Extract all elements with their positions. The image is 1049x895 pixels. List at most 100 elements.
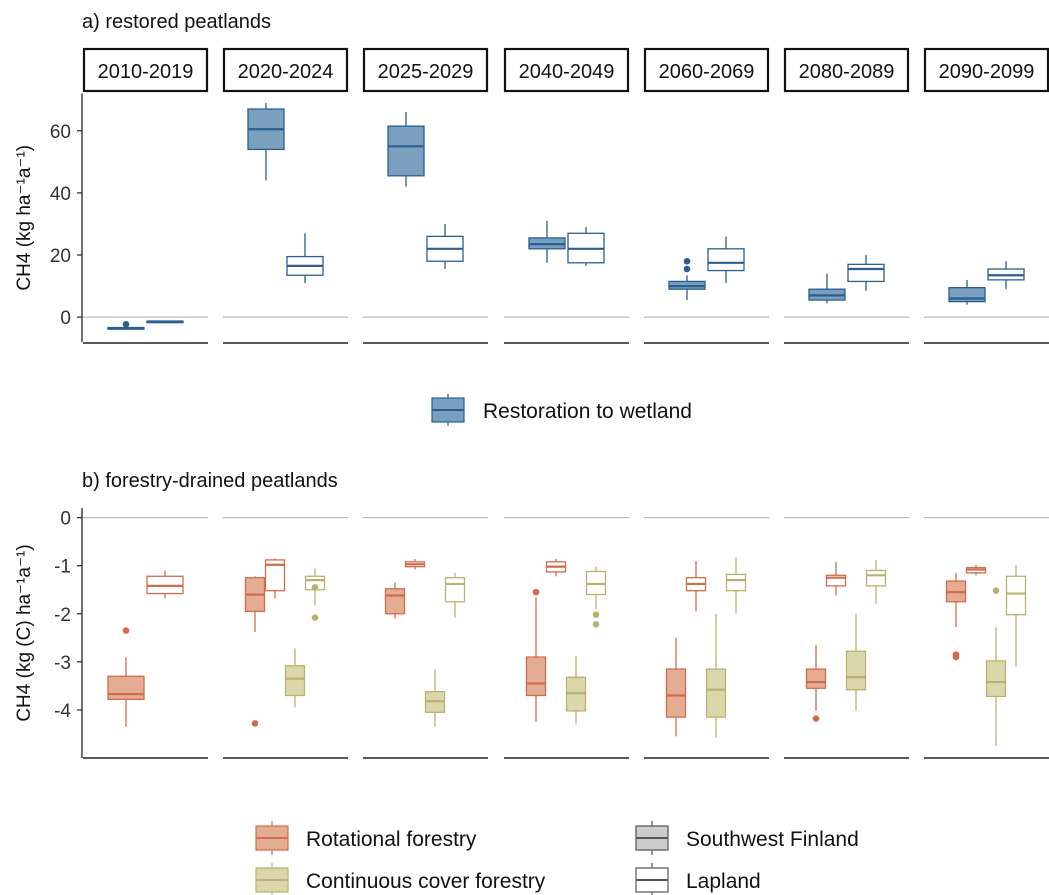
box-body (665, 668, 687, 718)
box-2060-2069-restoration-to-wetland-southwest-finland (668, 257, 706, 301)
outlier-point (311, 614, 319, 621)
legend-label: Continuous cover forestry (306, 870, 546, 893)
facet-strip-label: 2025-2029 (378, 61, 474, 83)
panel-a-facet-2080-2089: 2080-2089 (783, 47, 910, 344)
outlier-point (952, 653, 960, 661)
box-2080-2089-continuous-cover-forestry-lapland (865, 559, 887, 604)
outlier-point (812, 715, 820, 722)
box-2080-2089-rotational-forestry-lapland (825, 561, 847, 596)
box-2090-2099-restoration-to-wetland-southwest-finland (948, 279, 986, 305)
panel-b-title: b) forestry-drained peatlands (82, 470, 338, 492)
outlier-point (992, 587, 1000, 594)
box-2080-2089-restoration-to-wetland-southwest-finland (808, 273, 846, 304)
legend-key-continuous-cover-forestry (255, 863, 289, 895)
panel-a-y-tick-label: 0 (60, 308, 71, 329)
box-body (707, 248, 745, 272)
legend-label: Southwest Finland (686, 828, 859, 851)
outlier-point (122, 627, 130, 634)
legend-label: Lapland (686, 870, 761, 893)
facet-strip-label: 2010-2019 (98, 61, 194, 83)
box-2020-2024-continuous-cover-forestry-lapland (304, 568, 326, 621)
legend-label: Rotational forestry (306, 828, 477, 851)
facet-strip-label: 2080-2089 (799, 61, 895, 83)
panel-a-y-tick-label: 60 (50, 122, 71, 143)
legend-key-rotational-forestry (255, 821, 289, 855)
box-2010-2019-rotational-forestry-lapland (146, 570, 184, 599)
panel-a-facet-2010-2019: 2010-2019 (82, 47, 209, 344)
facet-strip-label: 2060-2069 (659, 61, 755, 83)
legend-label: Restoration to wetland (483, 400, 692, 423)
box-2080-2089-continuous-cover-forestry-southwest-finland (845, 613, 867, 711)
box-body (845, 650, 867, 691)
box-2040-2049-restoration-to-wetland-southwest-finland (528, 220, 566, 263)
box-2060-2069-continuous-cover-forestry-lapland (725, 557, 747, 614)
box-2010-2019-restoration-to-wetland-southwest-finland (107, 320, 145, 330)
facet-strip (362, 47, 489, 93)
panel-b-facet-2080-2089 (784, 517, 909, 759)
box-body (805, 668, 827, 689)
box-2020-2024-restoration-to-wetland-lapland (286, 233, 324, 283)
box-2025-2029-rotational-forestry-southwest-finland (384, 582, 406, 619)
facet-strip (923, 47, 1049, 93)
box-body (107, 675, 145, 700)
box-2025-2029-restoration-to-wetland-southwest-finland (387, 112, 425, 187)
box-2025-2029-continuous-cover-forestry-southwest-finland (424, 669, 446, 727)
panel-a-facet-2025-2029: 2025-2029 (362, 47, 489, 344)
panel-a: CH4 (kg ha⁻¹a⁻¹) 0 20 40 60 2010-2019 2020-202… (14, 47, 1049, 344)
box-body (705, 668, 727, 718)
panel-a-facet-2040-2049: 2040-2049 (503, 47, 630, 344)
box-2080-2089-restoration-to-wetland-lapland (847, 255, 885, 291)
box-2090-2099-continuous-cover-forestry-lapland (1005, 564, 1027, 667)
outlier-point (683, 257, 691, 265)
outlier-point (683, 265, 691, 273)
box-2040-2049-rotational-forestry-southwest-finland (525, 588, 547, 722)
box-2025-2029-continuous-cover-forestry-lapland (444, 572, 466, 618)
outlier-point (592, 611, 600, 619)
box-2040-2049-restoration-to-wetland-lapland (567, 227, 605, 266)
legend-key-southwest-finland (635, 821, 669, 855)
box-2090-2099-continuous-cover-forestry-southwest-finland (985, 587, 1007, 746)
panel-b: CH4 (kg (C) ha⁻¹a⁻¹) 0 -1 -2 -3 -4 (14, 508, 1049, 759)
outlier-point (251, 720, 259, 727)
box-2020-2024-rotational-forestry-lapland (264, 558, 286, 599)
box-2060-2069-restoration-to-wetland-lapland (707, 236, 745, 283)
box-body (264, 559, 286, 592)
legend-a: Restoration to wetland (431, 394, 692, 426)
box-2090-2099-restoration-to-wetland-lapland (987, 261, 1025, 290)
box-2025-2029-restoration-to-wetland-lapland (426, 223, 464, 270)
panel-b-y-axis-label: CH4 (kg (C) ha⁻¹a⁻¹) (14, 544, 35, 721)
box-2020-2024-rotational-forestry-southwest-finland (244, 576, 266, 727)
panel-a-y-axis-label: CH4 (kg ha⁻¹a⁻¹) (14, 145, 35, 291)
box-body (384, 588, 406, 615)
facet-strip (503, 47, 630, 93)
box-2090-2099-rotational-forestry-southwest-finland (945, 572, 967, 661)
panel-b-y-tick-label: -3 (54, 653, 71, 674)
facet-strip-label: 2040-2049 (519, 61, 615, 83)
box-body (1005, 575, 1027, 616)
panel-b-facet-2020-2024 (223, 517, 348, 759)
facet-strip-label: 2090-2099 (939, 61, 1035, 83)
box-2060-2069-rotational-forestry-southwest-finland (665, 637, 687, 737)
panel-b-y-tick-label: -2 (54, 605, 71, 626)
box-2040-2049-rotational-forestry-lapland (545, 558, 567, 577)
box-2060-2069-continuous-cover-forestry-southwest-finland (705, 613, 727, 738)
box-body (387, 125, 425, 177)
panel-a-facet-2020-2024: 2020-2024 (222, 47, 349, 344)
facet-strip-label: 2020-2024 (238, 61, 334, 83)
facet-strip (783, 47, 910, 93)
panel-b-facet-2040-2049 (504, 517, 629, 759)
box-body (444, 577, 466, 603)
outlier-point (592, 621, 600, 628)
legend-b: Rotational forestry Continuous cover fore… (255, 821, 859, 895)
facet-strip (82, 47, 209, 93)
box-2010-2019-rotational-forestry-southwest-finland (107, 627, 145, 727)
panel-a-y-tick-label: 20 (50, 246, 71, 267)
panel-a-title: a) restored peatlands (82, 11, 271, 33)
box-body (847, 263, 885, 283)
box-2040-2049-continuous-cover-forestry-southwest-finland (565, 656, 587, 725)
panel-b-facet-2025-2029 (363, 517, 488, 759)
box-2010-2019-restoration-to-wetland-lapland (146, 320, 184, 324)
box-2020-2024-restoration-to-wetland-southwest-finland (247, 102, 285, 181)
panel-a-facet-2090-2099: 2090-2099 (923, 47, 1049, 344)
